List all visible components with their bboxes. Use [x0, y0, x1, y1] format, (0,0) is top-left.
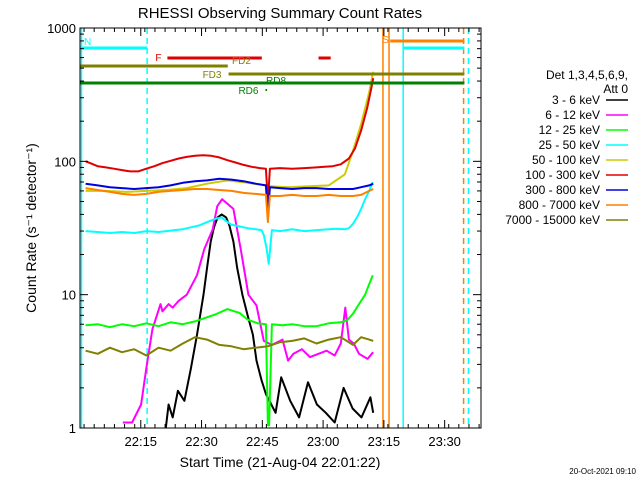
x-tick-label: 22:45: [246, 434, 279, 449]
series-line: [85, 187, 374, 224]
x-axis-ticks: 22:15 22:30 22:45 23:00 23:15 23:30: [83, 28, 480, 449]
series-line: [164, 213, 375, 428]
y-axis-ticks: 1 10 100 1000: [47, 21, 481, 436]
flag-bars: N F S FD2 FD3 RD8 RD6: [80, 35, 465, 97]
vertical-markers: [80, 28, 470, 428]
legend-entry-label: 25 - 50 keV: [539, 138, 600, 152]
y-tick-label: 100: [54, 154, 76, 169]
legend-entry-label: 50 - 100 keV: [532, 153, 600, 167]
y-axis-label: Count Rate (s⁻¹ detector⁻¹): [23, 143, 39, 313]
series-line: [85, 336, 374, 357]
series-line: [122, 198, 374, 424]
x-tick-label: 23:15: [368, 434, 401, 449]
y-tick-label: 10: [62, 288, 76, 303]
footer-date-stamp: 20-Oct-2021 09:10: [569, 467, 636, 476]
flag-label: S: [382, 35, 389, 46]
chart-title: RHESSI Observing Summary Count Rates: [138, 5, 422, 22]
legend-entry-label: 3 - 6 keV: [552, 93, 600, 107]
flag-label: FD2: [232, 56, 251, 67]
flag-label: N: [84, 37, 91, 48]
legend-entry-label: 7000 - 15000 keV: [505, 213, 600, 227]
flag-label: RD8: [266, 76, 286, 87]
legend-entry-label: 100 - 300 keV: [525, 168, 600, 182]
legend-entry-label: 12 - 25 keV: [539, 123, 600, 137]
legend-title-line1: Det 1,3,4,5,6,9,: [546, 68, 628, 82]
y-tick-label: 1000: [47, 21, 76, 36]
legend-title-line2: Att 0: [603, 82, 628, 96]
legend-entry-label: 800 - 7000 keV: [519, 198, 600, 212]
flag-label: F: [155, 53, 161, 64]
series-lines: [85, 71, 375, 428]
legend-entry-label: 300 - 800 keV: [525, 183, 600, 197]
y-tick-label: 1: [69, 421, 76, 436]
x-tick-label: 23:30: [428, 434, 461, 449]
plot-frame: [79, 27, 482, 429]
legend-entry-label: 6 - 12 keV: [545, 108, 600, 122]
series-line: [85, 71, 375, 216]
x-tick-label: 22:30: [185, 434, 218, 449]
series-line: [85, 78, 375, 203]
flag-label: RD6: [238, 86, 258, 97]
x-axis-label: Start Time (21-Aug-04 22:01:22): [180, 454, 381, 470]
series-line: [85, 177, 374, 216]
x-tick-label: 22:15: [125, 434, 158, 449]
series-line: [85, 274, 374, 427]
series-line: [85, 181, 374, 265]
x-tick-label: 23:00: [307, 434, 340, 449]
flag-label: FD3: [203, 70, 222, 81]
